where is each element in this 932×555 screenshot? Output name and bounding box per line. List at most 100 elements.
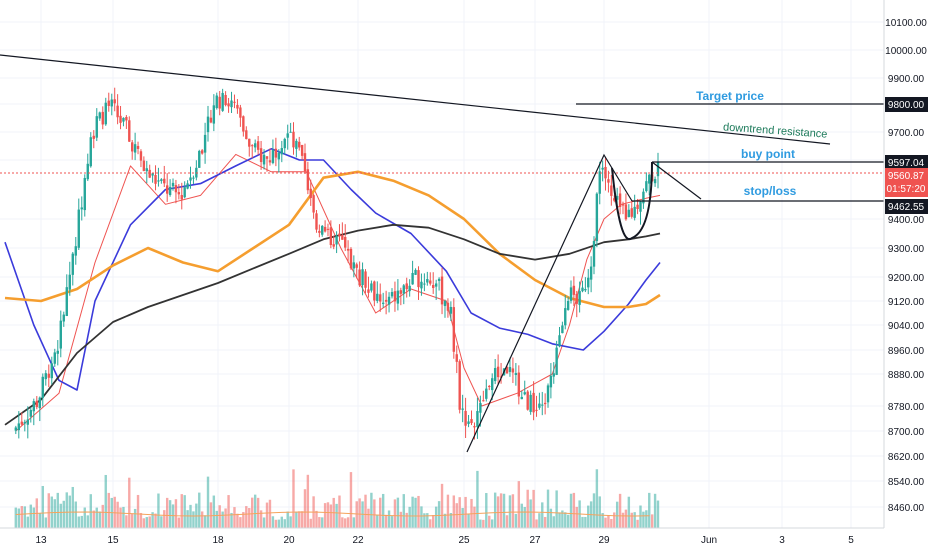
volume-bar <box>142 518 146 528</box>
volume-bar <box>259 510 263 528</box>
volume-bar <box>440 483 444 528</box>
candle-body <box>180 195 183 200</box>
candle-body <box>74 246 77 256</box>
candle-body <box>434 283 438 287</box>
candle-body <box>20 421 23 425</box>
candle-body <box>203 134 207 153</box>
candle-body <box>274 148 278 158</box>
candle-body <box>142 160 146 171</box>
volume-bar <box>248 507 251 528</box>
volume-bar <box>523 506 526 528</box>
candle-body <box>417 270 420 288</box>
candle-body <box>344 237 347 248</box>
moving-averages <box>4 148 661 432</box>
y-tick-label: 8460.00 <box>888 503 925 514</box>
grid <box>0 0 884 528</box>
volume-bar <box>587 505 590 528</box>
candle-body <box>14 427 17 431</box>
candle-body <box>455 354 458 362</box>
candle-body <box>587 277 590 288</box>
candle-body <box>268 160 272 163</box>
candle-body <box>221 92 224 111</box>
candle-body <box>376 293 379 301</box>
candle-body <box>80 207 83 210</box>
volume-bar <box>373 499 376 528</box>
target-price-tag: 9800.00 <box>885 97 928 112</box>
candle-body <box>464 410 467 426</box>
candle-body <box>461 408 464 410</box>
candle-body <box>642 191 645 204</box>
candle-body <box>508 366 512 372</box>
volume-bar <box>595 469 599 528</box>
volume-bar <box>538 513 541 528</box>
x-tick-label: 18 <box>212 535 224 546</box>
x-tick-label: 15 <box>107 535 119 546</box>
volume-bar <box>461 507 464 528</box>
pattern-rise-line[interactable] <box>466 153 633 453</box>
volume-bar <box>390 516 394 528</box>
candle-body <box>449 306 453 314</box>
downtrend-resistance-line[interactable] <box>0 54 831 145</box>
candle-body <box>390 292 394 297</box>
x-tick-label: 27 <box>529 535 541 546</box>
projection-line[interactable] <box>651 161 702 200</box>
candle-body <box>561 325 564 334</box>
candle-body <box>346 248 350 251</box>
volume-bar <box>355 501 358 528</box>
y-axis[interactable]: 10100.00 10000.00 9900.00 9700.00 9400.00 930… <box>885 18 927 514</box>
candle-body <box>177 192 181 195</box>
x-tick-label: 13 <box>35 535 47 546</box>
drawings[interactable] <box>0 54 884 453</box>
volume-bar <box>529 499 532 528</box>
volume-bar <box>549 508 553 528</box>
volume-bar <box>379 497 382 528</box>
candle-body <box>624 204 628 220</box>
candle-body <box>505 366 509 374</box>
candle-body <box>364 271 367 288</box>
candle-body <box>133 144 137 153</box>
volume-bar <box>265 502 269 528</box>
volume-bar <box>437 501 441 528</box>
volume-bar <box>262 517 266 528</box>
candle-body <box>446 302 450 311</box>
x-tick-label: 22 <box>352 535 364 546</box>
y-tick-label: 9400.00 <box>888 215 925 226</box>
volume-bar <box>520 503 523 528</box>
candle-body <box>526 391 529 410</box>
x-axis[interactable]: 13 15 18 20 22 25 27 29 Jun 3 5 <box>35 535 854 546</box>
candle-body <box>332 244 335 247</box>
candle-body <box>633 206 636 218</box>
candle-body <box>65 287 68 316</box>
volume-bar <box>575 506 578 528</box>
volume-bar <box>393 499 397 528</box>
volume-bar <box>212 495 216 528</box>
volume-bar <box>233 507 236 528</box>
candle-body <box>26 419 29 425</box>
candle-body <box>555 347 558 375</box>
volume-bar <box>133 508 137 528</box>
volume-bar <box>491 519 494 528</box>
candle-body <box>77 209 80 248</box>
volume-bar <box>256 497 260 528</box>
volume-bar <box>452 495 456 528</box>
candle-body <box>476 411 479 427</box>
candle-body <box>68 274 71 290</box>
volume-bar <box>535 519 538 528</box>
candle-body <box>558 335 561 347</box>
volume-bar <box>29 504 32 528</box>
volume-bar <box>505 515 509 528</box>
candle-body <box>618 193 622 207</box>
candle-body <box>511 368 515 373</box>
candle-body <box>295 140 298 149</box>
candle-body <box>83 178 86 211</box>
volume-bar <box>59 503 62 528</box>
svg-text:9597.04: 9597.04 <box>888 158 925 169</box>
candle-body <box>192 177 195 179</box>
moving-average-line-1 <box>15 153 661 432</box>
volume-bar <box>136 494 140 528</box>
candle-body <box>496 366 500 378</box>
cup-pattern-curve[interactable] <box>611 161 653 241</box>
y-tick-label: 9200.00 <box>888 273 925 284</box>
